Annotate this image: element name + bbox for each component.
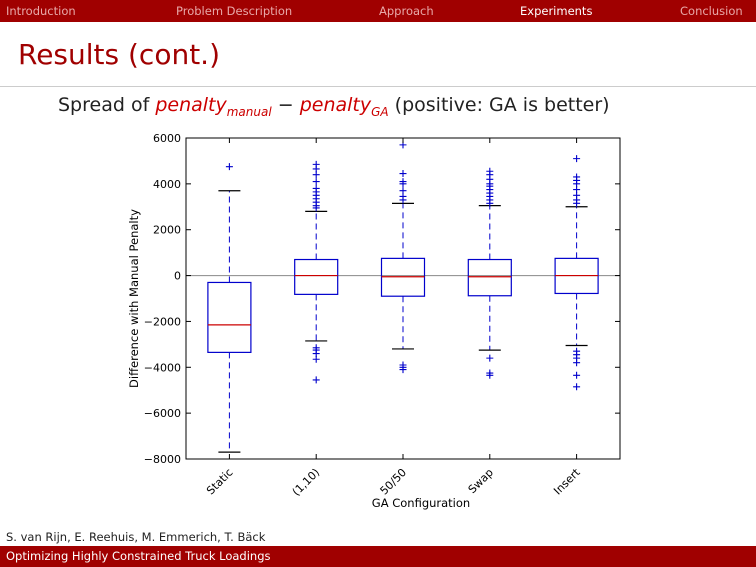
box-iqr bbox=[207, 281, 252, 353]
y-tick-label: 4000 bbox=[153, 178, 181, 191]
outlier-point bbox=[312, 204, 320, 212]
navigation-bar: Introduction Problem Description Approac… bbox=[0, 0, 756, 22]
footer-title-bar: Optimizing Highly Constrained Truck Load… bbox=[0, 546, 756, 567]
footer-title: Optimizing Highly Constrained Truck Load… bbox=[6, 549, 271, 563]
title-rule bbox=[0, 86, 756, 87]
term1-subscript: manual bbox=[226, 104, 272, 119]
outlier-point bbox=[312, 178, 320, 186]
y-tick-label: −6000 bbox=[144, 407, 181, 420]
outlier-point bbox=[399, 170, 407, 178]
outlier-point bbox=[399, 366, 407, 374]
outlier-point bbox=[573, 155, 581, 163]
subtitle-operator: − bbox=[271, 94, 300, 116]
box-iqr bbox=[294, 258, 339, 295]
plot-frame bbox=[185, 137, 621, 460]
nav-item-introduction[interactable]: Introduction bbox=[6, 4, 76, 18]
y-tick-label: 2000 bbox=[153, 224, 181, 237]
term2-subscript: GA bbox=[371, 104, 389, 119]
outlier-point bbox=[573, 383, 581, 391]
x-tick-label: Static bbox=[204, 466, 235, 497]
y-tick-label: −8000 bbox=[144, 453, 181, 466]
subtitle-term-ga: penaltyGA bbox=[299, 94, 389, 119]
outlier-point bbox=[486, 371, 494, 379]
nav-item-problem-description[interactable]: Problem Description bbox=[176, 4, 293, 18]
outlier-point bbox=[573, 199, 581, 207]
x-tick-label: Swap bbox=[466, 466, 496, 496]
subtitle-suffix: (positive: GA is better) bbox=[388, 94, 610, 116]
term2-text: penalty bbox=[299, 94, 372, 116]
y-axis-label: Difference with Manual Penalty bbox=[127, 209, 141, 388]
nav-item-experiments[interactable]: Experiments bbox=[520, 4, 593, 18]
outlier-point bbox=[486, 199, 494, 207]
outlier-point bbox=[399, 180, 407, 188]
outlier-point bbox=[312, 355, 320, 363]
y-tick-label: 6000 bbox=[153, 132, 181, 145]
x-tick-label: Insert bbox=[551, 465, 583, 497]
x-axis-label: GA Configuration bbox=[372, 496, 470, 510]
box-iqr bbox=[467, 258, 512, 297]
y-tick-label: 0 bbox=[174, 270, 181, 283]
outlier-point bbox=[573, 371, 581, 379]
outlier-point bbox=[399, 196, 407, 204]
subtitle-term-manual: penaltymanual bbox=[155, 94, 272, 119]
nav-item-approach[interactable]: Approach bbox=[379, 4, 434, 18]
term1-text: penalty bbox=[155, 94, 227, 116]
x-tick-label: (1,10) bbox=[290, 466, 323, 499]
outlier-point bbox=[225, 163, 233, 171]
outlier-point bbox=[312, 376, 320, 384]
y-tick-label: −4000 bbox=[144, 361, 181, 374]
outlier-point bbox=[486, 354, 494, 362]
footer-authors: S. van Rijn, E. Reehuis, M. Emmerich, T.… bbox=[6, 530, 266, 544]
slide-subtitle: Spread of penaltymanual − penaltyGA (pos… bbox=[58, 94, 610, 119]
x-tick-label: 50/50 bbox=[378, 466, 410, 498]
frame-title: Results (cont.) bbox=[18, 38, 221, 71]
subtitle-prefix: Spread of bbox=[58, 94, 156, 116]
outlier-point bbox=[573, 359, 581, 367]
nav-item-conclusion[interactable]: Conclusion bbox=[680, 4, 743, 18]
outlier-point bbox=[312, 171, 320, 179]
y-tick-label: −2000 bbox=[144, 315, 181, 328]
footer-authors-bar: S. van Rijn, E. Reehuis, M. Emmerich, T.… bbox=[0, 528, 756, 546]
